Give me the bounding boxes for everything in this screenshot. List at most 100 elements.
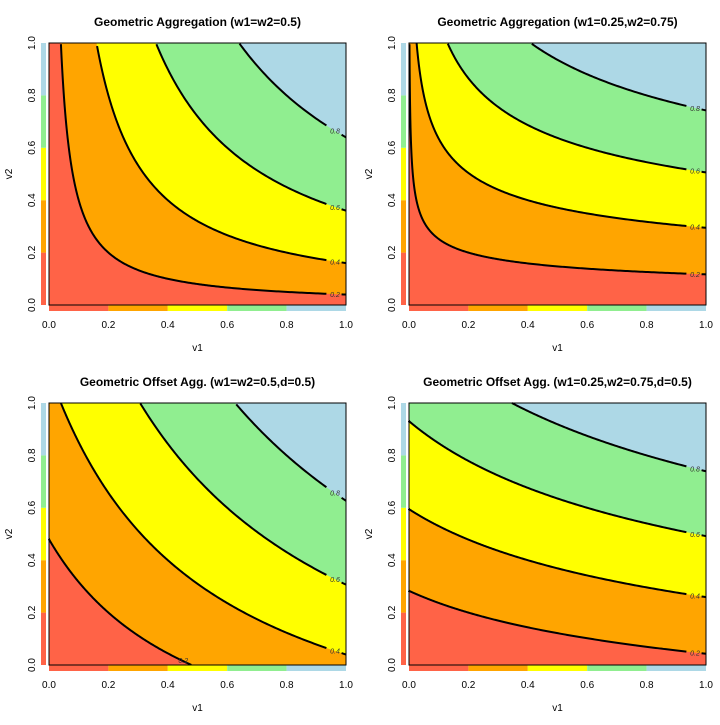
y-tick-label: 1.0 bbox=[387, 396, 398, 410]
y-tick-label: 0.8 bbox=[27, 88, 38, 102]
x-key-strip-4 bbox=[287, 305, 346, 311]
y-key-strip-4 bbox=[41, 403, 46, 455]
contour-label-0.4: 0.4 bbox=[690, 593, 700, 600]
y-key-strip-3 bbox=[401, 455, 406, 507]
x-tick-label: 0.4 bbox=[161, 680, 175, 691]
x-tick-label: 0.0 bbox=[402, 320, 416, 331]
y-tick-label: 0.6 bbox=[387, 140, 398, 154]
x-key-strip-2 bbox=[528, 665, 587, 671]
y-tick-label: 0.0 bbox=[387, 298, 398, 312]
contour-label-0.6: 0.6 bbox=[690, 169, 700, 176]
x-key-strip-4 bbox=[647, 665, 706, 671]
contour-line-0.4 bbox=[342, 262, 346, 263]
contour-label-0.4: 0.4 bbox=[330, 259, 340, 266]
contour-line-0.4 bbox=[702, 596, 706, 597]
x-tick-label: 0.0 bbox=[402, 680, 416, 691]
contour-line-0.6 bbox=[702, 172, 706, 173]
x-key-strip-1 bbox=[468, 305, 527, 311]
contour-line-0.8 bbox=[702, 109, 706, 110]
y-tick-label: 0.6 bbox=[27, 500, 38, 514]
x-key-strip-1 bbox=[108, 665, 167, 671]
contour-label-0.6: 0.6 bbox=[690, 532, 700, 539]
panel-title: Geometric Offset Agg. (w1=0.25,w2=0.75,d… bbox=[423, 375, 692, 389]
y-key-strip-2 bbox=[401, 508, 406, 560]
x-axis-label: v1 bbox=[192, 343, 203, 354]
x-axis-label: v1 bbox=[192, 703, 203, 714]
y-key-strip-4 bbox=[401, 43, 406, 95]
contour-label-0.4: 0.4 bbox=[330, 649, 340, 656]
y-tick-label: 0.8 bbox=[387, 88, 398, 102]
x-key-strip-0 bbox=[409, 305, 468, 311]
x-axis-label: v1 bbox=[552, 703, 563, 714]
y-tick-label: 0.0 bbox=[387, 658, 398, 672]
x-key-strip-1 bbox=[108, 305, 167, 311]
contour-line-0.6 bbox=[702, 535, 706, 536]
y-axis-label: v2 bbox=[364, 168, 375, 179]
y-key-strip-4 bbox=[41, 43, 46, 95]
y-tick-label: 1.0 bbox=[27, 36, 38, 50]
x-tick-label: 0.2 bbox=[101, 680, 115, 691]
y-tick-label: 0.8 bbox=[387, 448, 398, 462]
x-key-strip-0 bbox=[49, 665, 108, 671]
y-key-strip-3 bbox=[41, 95, 46, 147]
contour-line-0.4 bbox=[342, 653, 346, 654]
x-tick-label: 0.8 bbox=[280, 320, 294, 331]
y-axis-label: v2 bbox=[4, 528, 15, 539]
contour-label-0.8: 0.8 bbox=[690, 106, 700, 113]
x-tick-label: 0.6 bbox=[220, 680, 234, 691]
y-tick-label: 0.0 bbox=[27, 658, 38, 672]
y-key-strip-2 bbox=[41, 148, 46, 200]
x-tick-label: 0.4 bbox=[521, 680, 535, 691]
contour-label-0.6: 0.6 bbox=[330, 205, 340, 212]
x-key-strip-3 bbox=[587, 665, 646, 671]
y-key-strip-1 bbox=[41, 560, 46, 612]
x-tick-label: 1.0 bbox=[339, 680, 353, 691]
y-tick-label: 0.0 bbox=[27, 298, 38, 312]
y-tick-label: 0.2 bbox=[27, 605, 38, 619]
y-tick-label: 0.6 bbox=[387, 500, 398, 514]
y-key-strip-1 bbox=[401, 560, 406, 612]
y-key-strip-3 bbox=[41, 455, 46, 507]
y-tick-label: 0.4 bbox=[27, 193, 38, 207]
y-axis-label: v2 bbox=[364, 528, 375, 539]
y-tick-label: 0.6 bbox=[27, 140, 38, 154]
y-axis-label: v2 bbox=[4, 168, 15, 179]
y-tick-label: 0.4 bbox=[27, 553, 38, 567]
panel-title: Geometric Offset Agg. (w1=w2=0.5,d=0.5) bbox=[80, 375, 315, 389]
x-key-strip-2 bbox=[168, 665, 227, 671]
x-key-strip-0 bbox=[409, 665, 468, 671]
y-tick-label: 0.8 bbox=[27, 448, 38, 462]
contour-label-0.8: 0.8 bbox=[690, 466, 700, 473]
y-key-strip-0 bbox=[401, 613, 406, 665]
y-key-strip-1 bbox=[401, 200, 406, 252]
x-tick-label: 0.0 bbox=[42, 320, 56, 331]
contour-label-0.4: 0.4 bbox=[690, 225, 700, 232]
x-tick-label: 0.4 bbox=[161, 320, 175, 331]
panel-title: Geometric Aggregation (w1=w2=0.5) bbox=[94, 15, 301, 29]
y-key-strip-0 bbox=[41, 253, 46, 305]
y-key-strip-3 bbox=[401, 95, 406, 147]
contour-label-0.2: 0.2 bbox=[330, 292, 340, 299]
x-tick-label: 0.6 bbox=[580, 680, 594, 691]
y-tick-label: 0.4 bbox=[387, 193, 398, 207]
y-tick-label: 0.2 bbox=[387, 605, 398, 619]
x-tick-label: 0.6 bbox=[220, 320, 234, 331]
y-key-strip-0 bbox=[401, 253, 406, 305]
x-key-strip-3 bbox=[587, 305, 646, 311]
x-tick-label: 0.2 bbox=[461, 680, 475, 691]
y-tick-label: 0.4 bbox=[387, 553, 398, 567]
y-key-strip-2 bbox=[401, 148, 406, 200]
x-tick-label: 1.0 bbox=[699, 680, 713, 691]
x-key-strip-4 bbox=[287, 665, 346, 671]
contour-label-0.6: 0.6 bbox=[330, 577, 340, 584]
x-tick-label: 0.4 bbox=[521, 320, 535, 331]
panel-title: Geometric Aggregation (w1=0.25,w2=0.75) bbox=[437, 15, 677, 29]
x-tick-label: 0.8 bbox=[280, 680, 294, 691]
x-tick-label: 1.0 bbox=[699, 320, 713, 331]
